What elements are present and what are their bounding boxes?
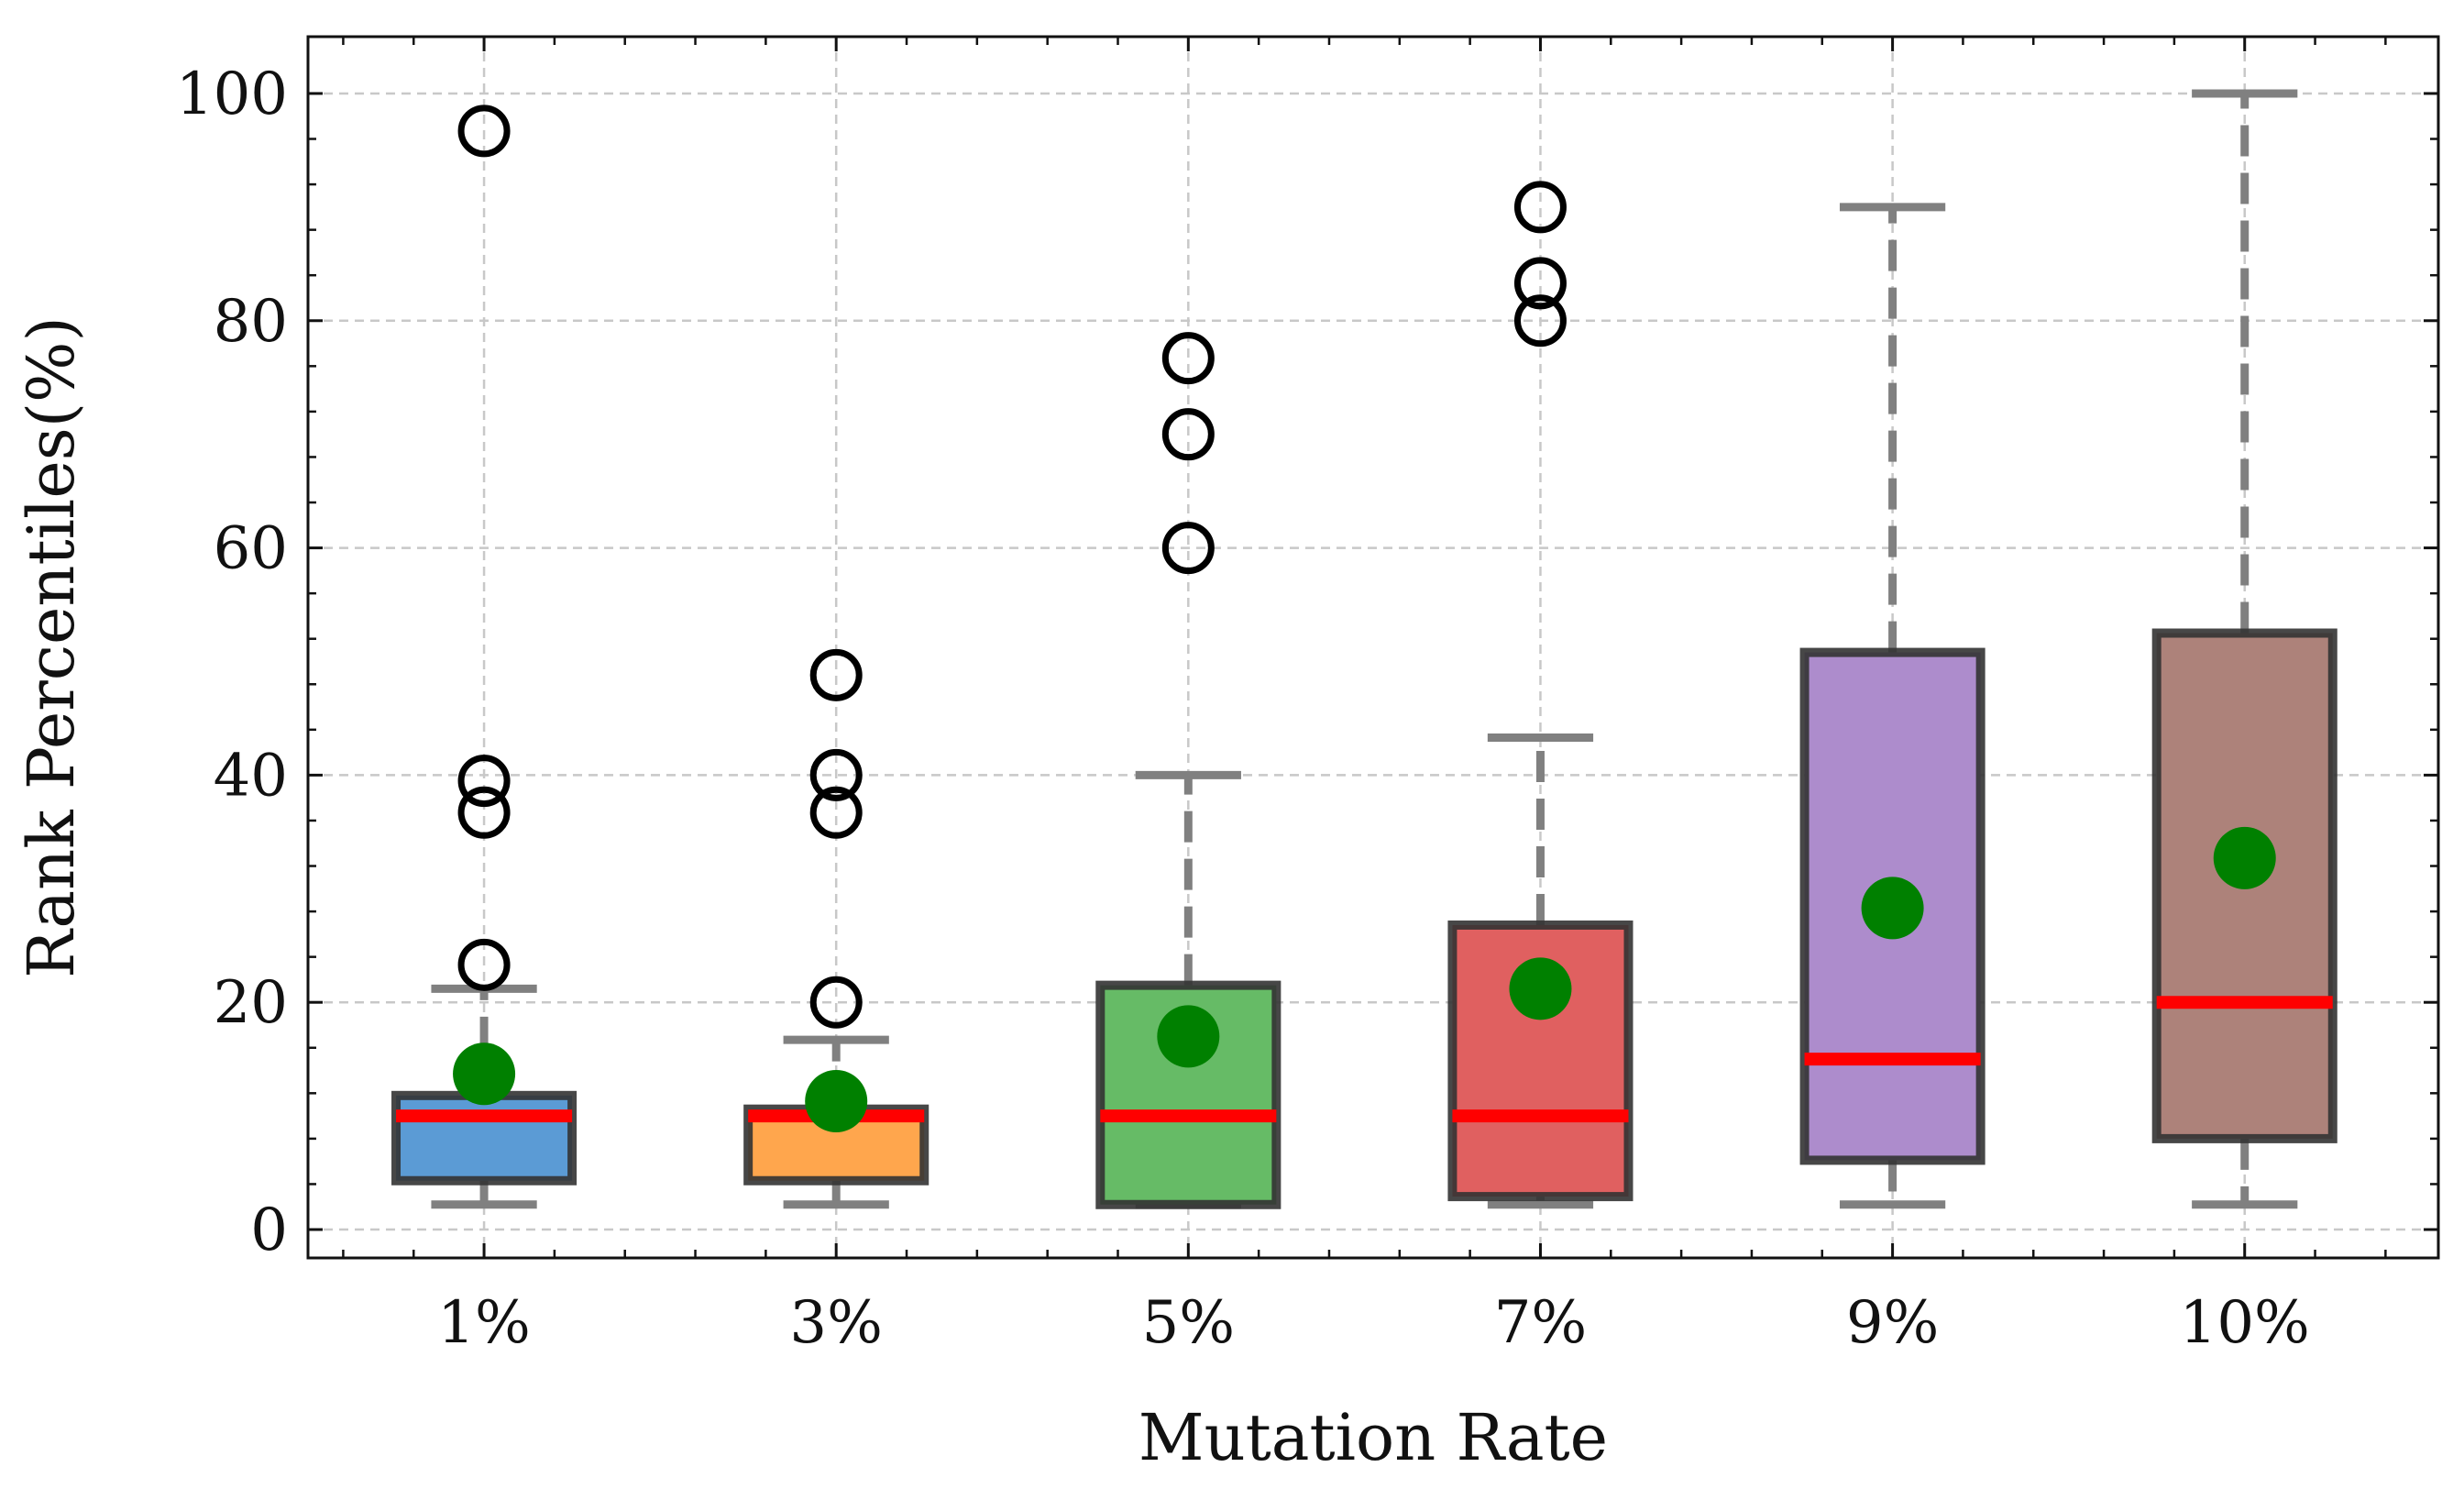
x-tick-label: 10% (2180, 1289, 2310, 1357)
tick-labels: 0 20 40 60 80 100 1% 3% 5% 7% 9% 10% (176, 61, 2310, 1357)
box-3pct (743, 648, 930, 1209)
grid-lines (308, 37, 2438, 1258)
outlier-point (809, 786, 863, 839)
outlier-point (1513, 181, 1567, 234)
axis-ticks (308, 37, 2438, 1258)
outlier-point (1161, 408, 1215, 461)
outlier-point (809, 976, 863, 1029)
x-axis-label: Mutation Rate (1138, 1400, 1608, 1475)
outlier-point (457, 755, 511, 808)
outlier-point (457, 938, 511, 991)
outlier-point (457, 105, 511, 158)
x-tick-label: 1% (437, 1289, 531, 1357)
outlier-point (1161, 522, 1215, 575)
x-tick-label: 3% (789, 1289, 883, 1357)
box-10pct (2151, 89, 2338, 1209)
box-series (391, 89, 2338, 1209)
outlier-point (809, 648, 863, 701)
mean-marker (453, 1042, 516, 1106)
x-tick-label: 7% (1494, 1289, 1588, 1357)
box-iqr (391, 1090, 578, 1186)
outlier-point (809, 748, 863, 801)
y-tick-label: 40 (214, 742, 288, 810)
plot-frame (306, 35, 2440, 1260)
y-axis-label: Rank Percentiles(%) (14, 316, 89, 978)
mean-marker (1157, 1005, 1220, 1068)
box-5pct (1095, 332, 1282, 1209)
mean-marker (2213, 826, 2276, 889)
y-tick-label: 60 (214, 515, 288, 583)
y-tick-label: 0 (250, 1197, 288, 1264)
mean-marker (1509, 957, 1572, 1020)
mean-marker (805, 1070, 868, 1133)
y-tick-label: 100 (176, 61, 288, 128)
y-tick-label: 20 (214, 969, 288, 1037)
box-9pct (1799, 203, 1986, 1209)
box-1pct (391, 105, 578, 1209)
x-tick-label: 9% (1846, 1289, 1940, 1357)
mean-marker (1861, 877, 1924, 940)
box-7pct (1447, 181, 1634, 1209)
outlier-point (457, 786, 511, 839)
y-tick-label: 80 (214, 288, 288, 356)
box-iqr (1447, 920, 1634, 1202)
x-tick-label: 5% (1142, 1289, 1236, 1357)
outlier-point (1513, 257, 1567, 310)
outlier-point (1513, 294, 1567, 347)
outlier-point (1161, 332, 1215, 385)
